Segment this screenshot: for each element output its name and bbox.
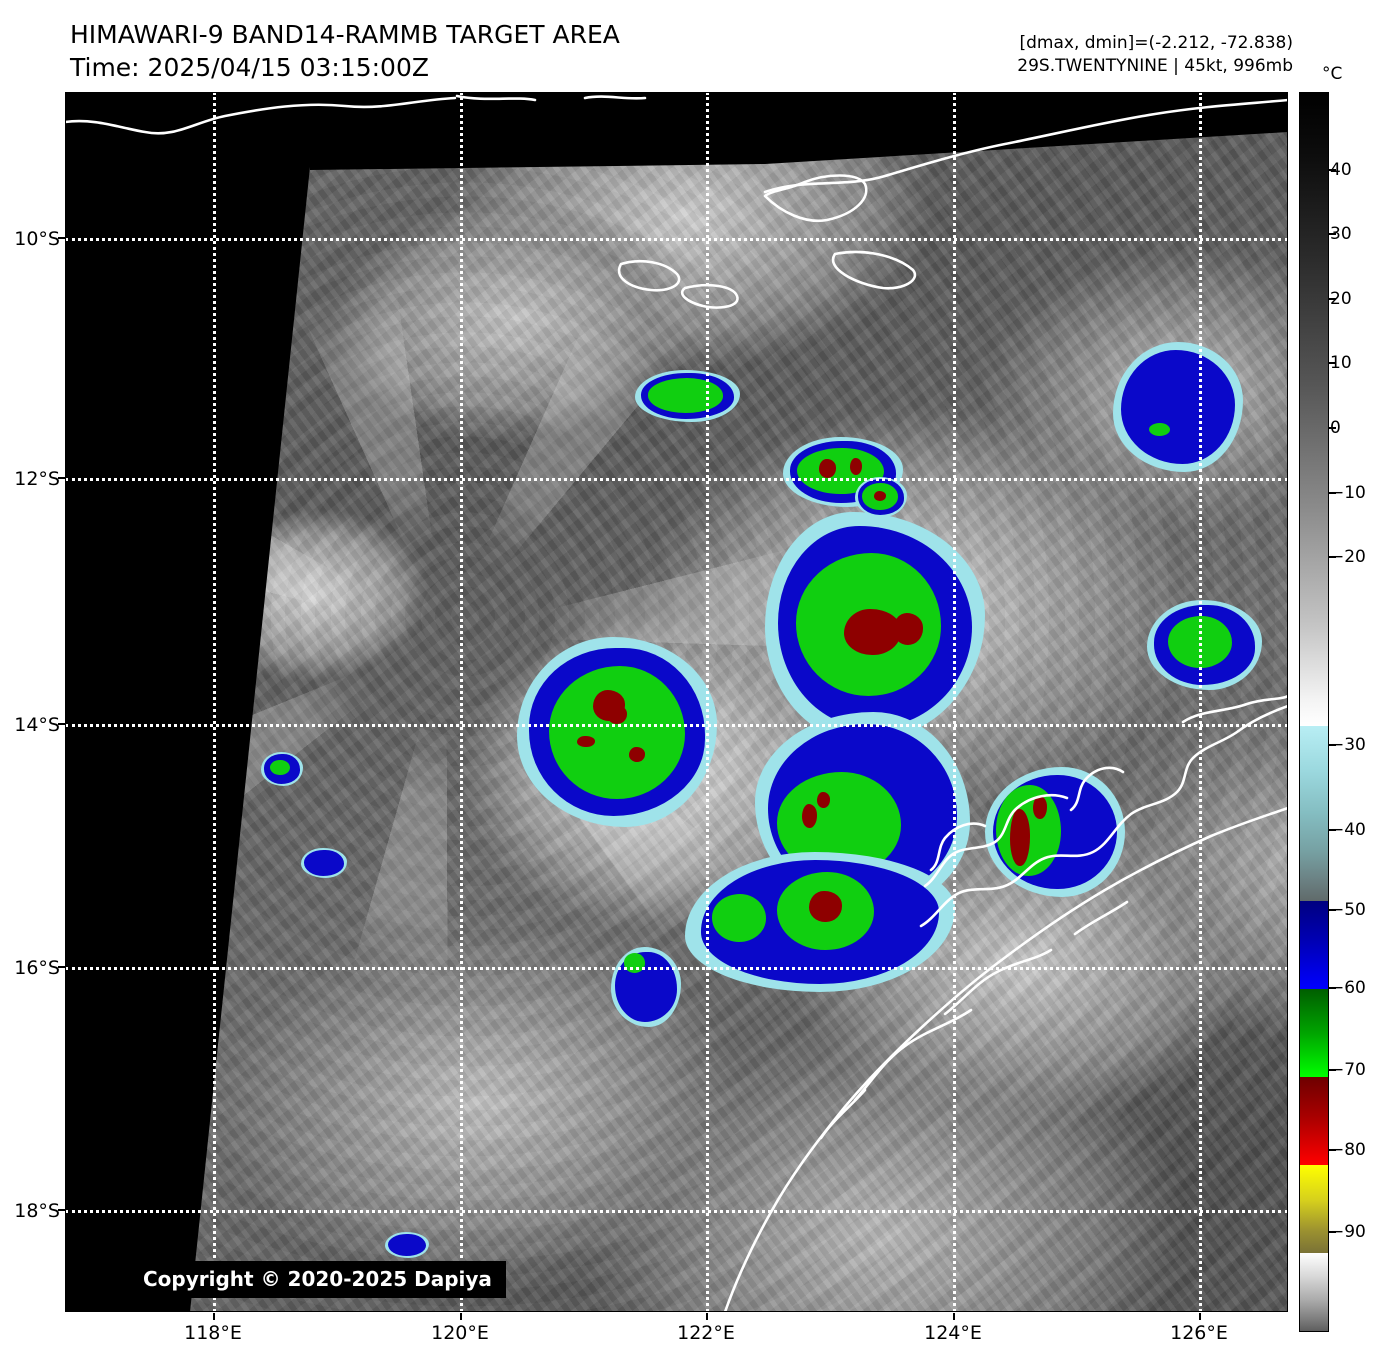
colorbar-tick-m80: −80 <box>1330 1140 1366 1160</box>
colorbar-segment-coldest <box>1300 1253 1328 1331</box>
gridline-lat-10 <box>65 238 1288 241</box>
colorbar-tickmark-m30 <box>1329 744 1336 746</box>
ytick-label-16S: 16°S <box>14 957 60 979</box>
ytick-mark-18S <box>58 1209 65 1211</box>
xtick-label-118E: 118°E <box>184 1322 242 1344</box>
xtick-mark-118E <box>213 1313 215 1320</box>
colorbar-tickmark-m70 <box>1329 1069 1336 1071</box>
east-isolated-cell <box>1147 600 1262 690</box>
colorbar-unit-label: °C <box>1322 64 1343 84</box>
colorbar-tick-m20: −20 <box>1330 547 1366 567</box>
ytick-label-10S: 10°S <box>14 228 60 250</box>
colorbar-segment-yellow <box>1300 1165 1328 1253</box>
gridline-lat-14 <box>65 724 1288 727</box>
colorbar-tick-30: 30 <box>1330 224 1352 244</box>
colorbar-tick-m40: −40 <box>1330 820 1366 840</box>
cyclone-central-dense-overcast <box>517 637 717 827</box>
timor-coastal-convection <box>985 767 1125 897</box>
satellite-image-plot: Copyright © 2020-2025 Dapiya <box>65 92 1288 1312</box>
colorbar-tickmark-m20 <box>1329 556 1336 558</box>
colorbar-tick-m30: −30 <box>1330 735 1366 755</box>
ytick-mark-12S <box>58 477 65 479</box>
gridline-lat-16 <box>65 967 1288 970</box>
storm-info-text: 29S.TWENTYNINE | 45kt, 996mb <box>1017 56 1293 76</box>
data-range-text: [dmax, dmin]=(-2.212, -72.838) <box>1019 33 1294 53</box>
copyright-watermark: Copyright © 2020-2025 Dapiya <box>133 1261 506 1298</box>
gridline-lat-12 <box>65 478 1288 481</box>
colorbar-tickmark-40 <box>1329 169 1336 171</box>
colorbar-segment-green <box>1300 989 1328 1078</box>
ytick-mark-16S <box>58 966 65 968</box>
west-small-cell-b <box>301 848 347 878</box>
xtick-label-120E: 120°E <box>431 1322 489 1344</box>
observation-time: Time: 2025/04/15 03:15:00Z <box>70 53 429 82</box>
colorbar-tick-m60: −60 <box>1330 978 1366 998</box>
colorbar-tick-m70: −70 <box>1330 1060 1366 1080</box>
gridline-lon-118 <box>213 92 216 1312</box>
eastern-convective-complex <box>765 512 985 742</box>
gridline-lon-122 <box>706 92 709 1312</box>
ytick-label-14S: 14°S <box>14 714 60 736</box>
colorbar-segment-warm <box>1300 93 1328 726</box>
north-band-cell-tertiary <box>855 477 907 517</box>
west-small-cell-a <box>261 752 303 786</box>
south-small-cell-a <box>611 947 681 1027</box>
xtick-mark-124E <box>953 1313 955 1320</box>
xtick-label-126E: 126°E <box>1170 1322 1228 1344</box>
colorbar-segment-cyan <box>1300 725 1328 902</box>
xtick-label-124E: 124°E <box>924 1322 982 1344</box>
page-title: HIMAWARI-9 BAND14-RAMMB TARGET AREA Time… <box>70 18 620 84</box>
xtick-label-122E: 122°E <box>677 1322 735 1344</box>
colorbar-tickmark-0 <box>1329 427 1336 429</box>
colorbar-tick-m10: −10 <box>1330 483 1366 503</box>
northeast-cluster <box>1113 342 1243 472</box>
colorbar-tickmark-10 <box>1329 362 1336 364</box>
no-data-mask <box>65 92 1288 1312</box>
gridline-lat-18 <box>65 1210 1288 1213</box>
north-band-cell-secondary <box>635 370 740 422</box>
colorbar-tickmark-m80 <box>1329 1149 1336 1151</box>
colorbar-tickmark-20 <box>1329 298 1336 300</box>
xtick-mark-120E <box>460 1313 462 1320</box>
south-small-cell-b <box>385 1232 429 1258</box>
temperature-colorbar <box>1299 92 1329 1332</box>
ytick-label-12S: 12°S <box>14 468 60 490</box>
colorbar-tickmark-m40 <box>1329 829 1336 831</box>
colorbar-tickmark-m60 <box>1329 987 1336 989</box>
colorbar-tick-m90: −90 <box>1330 1222 1366 1242</box>
colorbar-tick-20: 20 <box>1330 289 1352 309</box>
gridline-lon-126 <box>1199 92 1202 1312</box>
coastline-overlay <box>65 94 1288 1312</box>
colorbar-tickmark-m10 <box>1329 492 1336 494</box>
gridline-lon-120 <box>460 92 463 1312</box>
ytick-mark-14S <box>58 723 65 725</box>
metadata-block: [dmax, dmin]=(-2.212, -72.838) 29S.TWENT… <box>1017 32 1293 78</box>
product-title: HIMAWARI-9 BAND14-RAMMB TARGET AREA <box>70 20 620 49</box>
colorbar-tickmark-m50 <box>1329 909 1336 911</box>
colorbar-segment-blue <box>1300 901 1328 990</box>
colorbar-tick-10: 10 <box>1330 353 1352 373</box>
colorbar-tickmark-m90 <box>1329 1231 1336 1233</box>
gridline-lon-124 <box>953 92 956 1312</box>
ytick-mark-10S <box>58 237 65 239</box>
xtick-mark-126E <box>1199 1313 1201 1320</box>
ytick-label-18S: 18°S <box>14 1200 60 1222</box>
xtick-mark-122E <box>706 1313 708 1320</box>
colorbar-segment-red <box>1300 1077 1328 1166</box>
colorbar-tickmark-30 <box>1329 233 1336 235</box>
colorbar-tick-40: 40 <box>1330 160 1352 180</box>
colorbar-tick-m50: −50 <box>1330 900 1366 920</box>
